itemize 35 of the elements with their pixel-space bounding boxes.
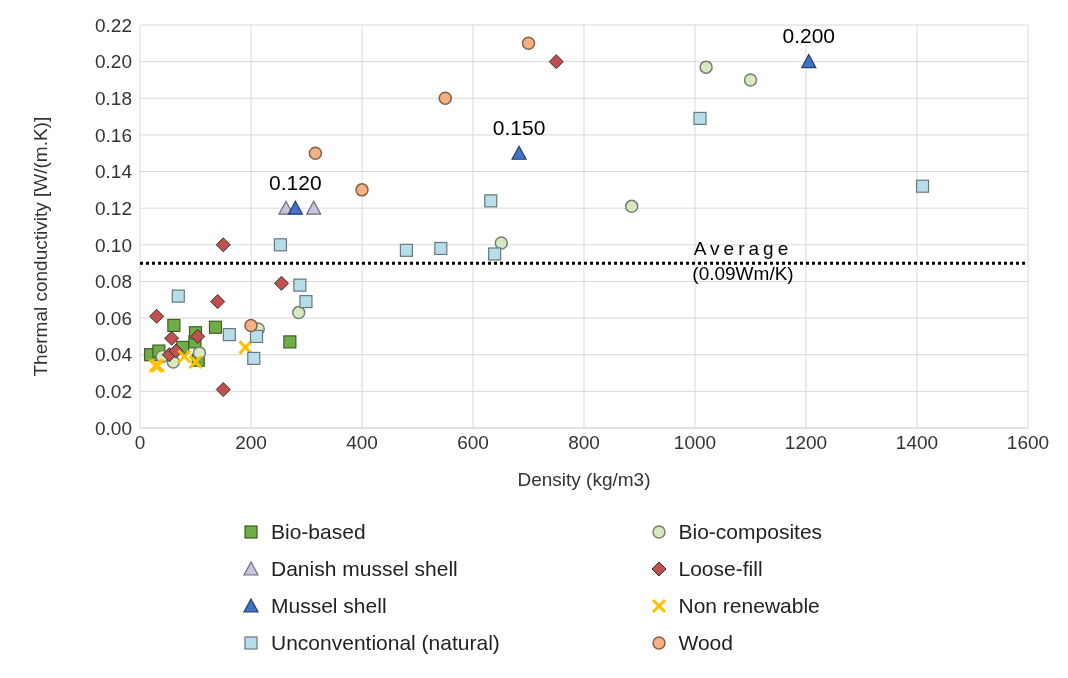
- y-tick-label: 0.12: [95, 197, 132, 219]
- legend-label: Danish mussel shell: [271, 556, 458, 581]
- legend-label: Unconventional (natural): [271, 630, 500, 655]
- ref-line-label: Average (0.09Wm/K): [692, 238, 794, 285]
- legend-label: Wood: [678, 630, 733, 655]
- legend-label: Loose-fill: [678, 556, 763, 581]
- y-axis-title: Thermal conductivity [W/(m.K)]: [29, 116, 51, 377]
- x-axis-title: Density (kg/m3): [517, 469, 651, 490]
- y-tick-label: 0.06: [95, 307, 132, 329]
- legend-label: Bio-based: [271, 519, 366, 544]
- legend-label: Mussel shell: [271, 593, 387, 618]
- x-tick-label: 1000: [673, 432, 717, 454]
- y-tick-label: 0.18: [95, 88, 132, 110]
- y-tick-label: 0.22: [95, 14, 132, 36]
- data-label: 0.120: [269, 170, 322, 194]
- y-tick-label: 0.16: [95, 124, 132, 146]
- y-tick-label: 0.00: [95, 417, 132, 439]
- x-tick-label: 800: [568, 432, 600, 454]
- legend-label: Bio-composites: [678, 519, 823, 544]
- legend-label: Non renewable: [678, 593, 820, 618]
- y-tick-label: 0.08: [95, 271, 132, 293]
- y-tick-label: 0.14: [95, 161, 133, 183]
- y-tick-label: 0.04: [95, 344, 133, 366]
- x-tick-label: 1200: [784, 432, 828, 454]
- x-tick-label: 600: [457, 432, 489, 454]
- x-tick-label: 1400: [895, 432, 939, 454]
- x-tick-label: 400: [346, 432, 378, 454]
- y-tick-label: 0.10: [95, 234, 132, 256]
- data-label: 0.200: [782, 24, 836, 48]
- data-label: 0.150: [492, 115, 546, 139]
- x-tick-label: 1600: [1006, 432, 1050, 454]
- y-tick-label: 0.02: [95, 381, 132, 403]
- x-tick-label: 0: [134, 432, 146, 454]
- y-tick-label: 0.20: [95, 51, 132, 73]
- x-tick-label: 200: [235, 432, 267, 454]
